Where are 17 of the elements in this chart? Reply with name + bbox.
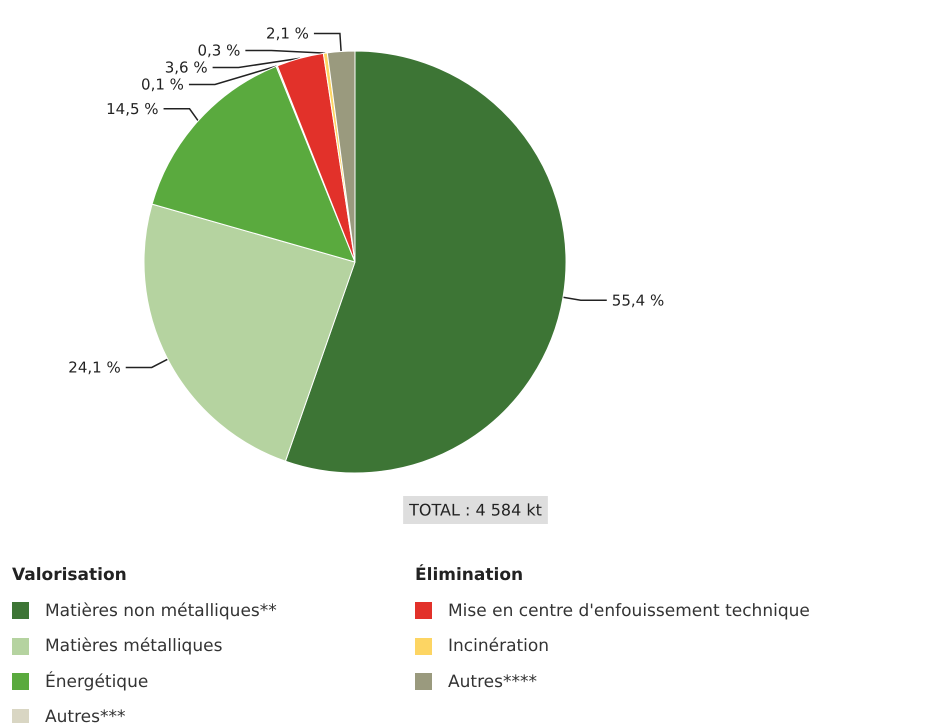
- legend-label: Matières non métalliques**: [45, 600, 277, 621]
- legend-label: Mise en centre d'enfouissement technique: [448, 600, 810, 621]
- text: Valorisation: [12, 564, 128, 587]
- legend-label: Autres***: [45, 707, 126, 723]
- data-label: 55,4 %: [612, 291, 664, 310]
- data-label: 3,6 %: [164, 58, 208, 76]
- legend-label: Incinération: [448, 636, 550, 656]
- data-label: 24,1 %: [68, 358, 121, 376]
- data-label: 14,5 %: [106, 100, 159, 118]
- data-label: 0,3 %: [197, 41, 240, 60]
- data-label: 2,1 %: [266, 24, 309, 42]
- legend-label: Énergétique: [45, 672, 148, 692]
- text: Élimination: [415, 563, 524, 587]
- text: TOTAL : 4 584 kt: [408, 500, 542, 520]
- legend-label: Matières métalliques: [45, 636, 222, 656]
- data-label: 0,1 %: [141, 75, 184, 94]
- legend-label: Autres****: [448, 672, 538, 692]
